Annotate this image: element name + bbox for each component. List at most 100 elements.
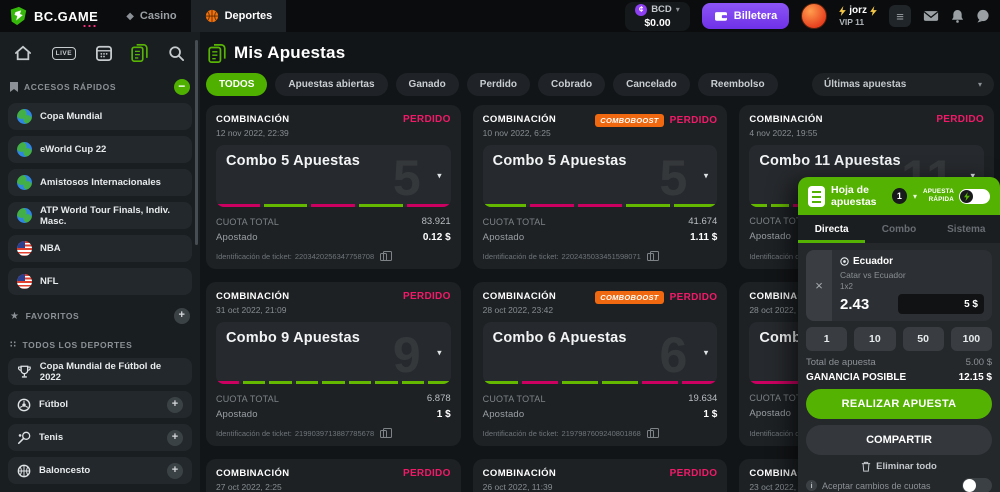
tab-directa[interactable]: Directa xyxy=(798,215,866,243)
bet-type: COMBINACIÓN xyxy=(482,291,557,302)
share-button[interactable]: COMPARTIR xyxy=(806,425,992,455)
ticket-label: Identificación de ticket: xyxy=(749,429,826,438)
place-bet-button[interactable]: REALIZAR APUESTA xyxy=(806,389,992,419)
expand-futbol-button[interactable]: + xyxy=(167,396,183,413)
bell-icon xyxy=(951,9,964,23)
expand-tenis-button[interactable]: + xyxy=(167,429,183,446)
combo-panel[interactable]: Combo 5 Apuestas 5 ▾ xyxy=(216,145,451,207)
sidebar-item-nba[interactable]: NBA xyxy=(8,235,192,262)
sidebar-item-nfl[interactable]: NFL xyxy=(8,268,192,295)
chat-button[interactable] xyxy=(976,9,990,23)
quick-bet-toggle[interactable] xyxy=(959,188,990,204)
filter-ganado[interactable]: Ganado xyxy=(395,73,459,96)
amount-1-button[interactable]: 1 xyxy=(806,327,848,351)
betslip-count-badge[interactable]: 1 xyxy=(891,188,907,204)
filter-apuestas-abiertas[interactable]: Apuestas abiertas xyxy=(275,73,388,96)
chevron-down-icon[interactable]: ▾ xyxy=(970,170,975,181)
notifications-button[interactable] xyxy=(951,9,964,23)
live-icon[interactable]: LIVE xyxy=(51,46,77,60)
sidebar-item-tenis[interactable]: Tenis + xyxy=(8,424,192,451)
filter-cancelado[interactable]: Cancelado xyxy=(613,73,690,96)
chevron-down-icon[interactable]: ▾ xyxy=(912,191,917,201)
cuota-value: 41.674 xyxy=(688,216,718,227)
page-title: Mis Apuestas xyxy=(234,43,346,62)
combo-panel[interactable]: Combo 5 Apuestas 5 ▾ xyxy=(482,145,718,207)
ticket-id: 2199039713887785678 xyxy=(294,429,375,438)
search-icon[interactable] xyxy=(168,45,184,61)
amount-100-button[interactable]: 100 xyxy=(950,327,992,351)
sidebar-item-amistosos[interactable]: Amistosos Internacionales xyxy=(8,169,192,196)
tab-combo[interactable]: Combo xyxy=(881,223,917,235)
quick-access-header: ACCESOS RÁPIDOS − xyxy=(8,72,192,103)
apostado-value: 1.11 $ xyxy=(690,232,718,243)
sidebar-scrollbar[interactable] xyxy=(195,40,198,245)
quick-bet-label: APUESTA RÁPIDA xyxy=(923,188,954,204)
my-bets-title-icon xyxy=(208,43,226,63)
filter-reembolso[interactable]: Reembolso xyxy=(697,73,778,96)
combo-title: Combo 6 Apuestas xyxy=(492,330,627,346)
copy-icon[interactable] xyxy=(646,427,659,438)
combo-title: Combo 11 Apuestas xyxy=(759,153,901,169)
currency-code: BCD xyxy=(651,4,672,15)
sidebar-item-eworld-cup[interactable]: eWorld Cup 22 xyxy=(8,136,192,163)
nav-deportes[interactable]: Deportes xyxy=(190,0,287,32)
nav-casino[interactable]: ◆ Casino xyxy=(112,0,190,32)
chevron-down-icon[interactable]: ▾ xyxy=(703,170,709,181)
stake-input[interactable] xyxy=(898,294,984,314)
bet-card: COMBINACIÓN 12 nov 2022, 22:39 PERDIDO C… xyxy=(206,105,461,269)
my-bets-icon[interactable] xyxy=(131,44,149,62)
copy-icon[interactable] xyxy=(380,250,393,261)
currency-selector[interactable]: ¢ BCD ▾ $0.00 xyxy=(625,1,690,31)
remove-selection-button[interactable]: × xyxy=(806,250,832,321)
remove-all-button[interactable]: Eliminar todo xyxy=(806,461,992,472)
chevron-down-icon[interactable]: ▾ xyxy=(437,170,442,181)
filter-cobrado[interactable]: Cobrado xyxy=(538,73,606,96)
sidebar-item-baloncesto[interactable]: Baloncesto + xyxy=(8,457,192,484)
sidebar-item-world-cup-2022[interactable]: Copa Mundial de Fútbol de 2022 xyxy=(8,358,192,385)
bet-card: COMBINACIÓN 28 oct 2022, 23:42 COMBOBOOS… xyxy=(472,282,728,446)
ticket-label: Identificación de ticket: xyxy=(482,252,559,261)
combo-panel[interactable]: Combo 9 Apuestas 9 ▾ xyxy=(216,322,451,384)
betslip-tabs: Directa Combo Sistema xyxy=(798,215,1000,243)
wallet-button[interactable]: Billetera xyxy=(701,3,790,29)
chevron-down-icon[interactable]: ▾ xyxy=(437,347,442,358)
betslip-menu-button[interactable]: ≡ xyxy=(889,5,911,27)
bet-legs-progress xyxy=(216,204,451,207)
cuota-value: 19.634 xyxy=(688,393,718,404)
tab-sistema[interactable]: Sistema xyxy=(947,223,986,235)
combo-panel[interactable]: Combo 6 Apuestas 6 ▾ xyxy=(482,322,718,384)
bet-legs-progress xyxy=(482,381,718,384)
copy-icon[interactable] xyxy=(646,250,659,261)
sort-dropdown[interactable]: Últimas apuestas ▾ xyxy=(812,73,994,96)
status-badge: PERDIDO xyxy=(669,468,718,479)
sidebar-item-label: NFL xyxy=(40,276,59,287)
sidebar-item-copa-mundial[interactable]: Copa Mundial xyxy=(8,103,192,130)
calendar-icon[interactable] xyxy=(95,45,112,61)
accept-odds-changes-toggle[interactable] xyxy=(962,478,992,492)
sidebar-item-atp-finals[interactable]: ATP World Tour Finals, Indiv. Masc. xyxy=(8,202,192,229)
sidebar-item-futbol[interactable]: Fútbol + xyxy=(8,391,192,418)
bcgame-logo-icon xyxy=(10,6,27,26)
cuota-label: CUOTA TOTAL xyxy=(216,216,280,227)
brand-logo[interactable]: BC.GAME xyxy=(0,6,112,27)
star-icon: ★ xyxy=(10,310,20,322)
quick-bet-control: APUESTA RÁPIDA xyxy=(923,188,990,204)
accept-odds-changes-label: Aceptar cambios de cuotas xyxy=(822,480,931,491)
amount-50-button[interactable]: 50 xyxy=(902,327,944,351)
avatar[interactable] xyxy=(801,3,828,29)
betslip-title: Hoja de apuestas xyxy=(831,183,877,208)
favorites-label: FAVORITOS xyxy=(25,311,80,321)
home-icon[interactable] xyxy=(14,45,32,61)
messages-button[interactable] xyxy=(923,10,939,22)
amount-10-button[interactable]: 10 xyxy=(854,327,896,351)
copy-icon[interactable] xyxy=(380,427,393,438)
bet-date: 10 nov 2022, 6:25 xyxy=(482,128,551,138)
user-meta[interactable]: jorz VIP 11 xyxy=(839,5,877,27)
expand-baloncesto-button[interactable]: + xyxy=(167,462,183,479)
bet-date: 26 oct 2022, 11:39 xyxy=(482,482,553,492)
chevron-down-icon[interactable]: ▾ xyxy=(703,347,709,358)
filter-perdido[interactable]: Perdido xyxy=(466,73,531,96)
filter-todos[interactable]: TODOS xyxy=(206,73,268,96)
collapse-button[interactable]: − xyxy=(174,79,190,95)
add-favorite-button[interactable]: + xyxy=(174,308,190,324)
